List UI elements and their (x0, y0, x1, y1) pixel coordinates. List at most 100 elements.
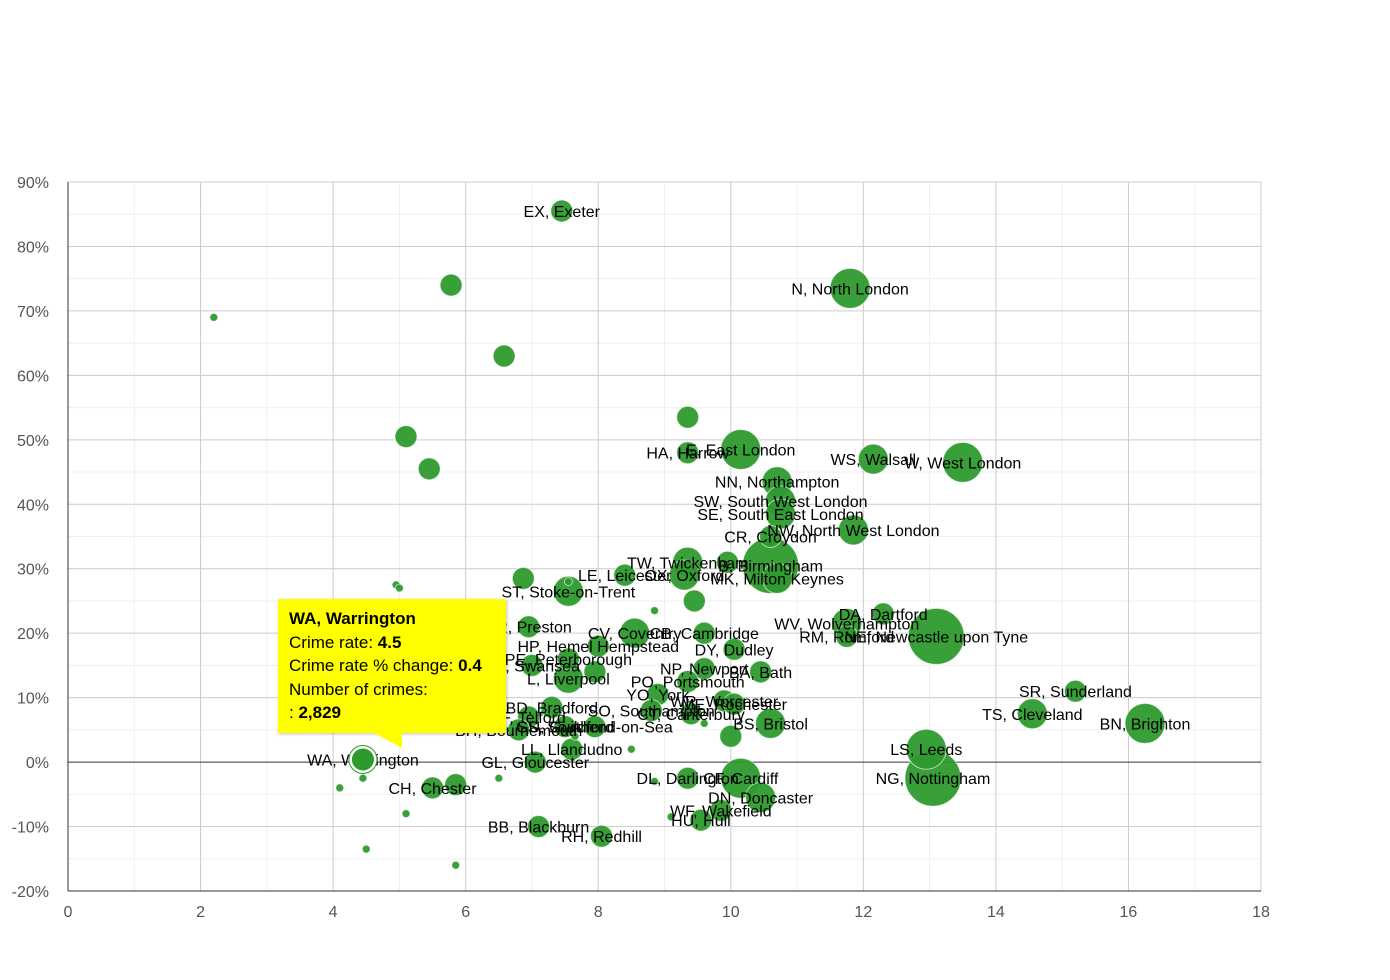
bubble[interactable] (626, 744, 636, 754)
x-tick-label: 14 (987, 904, 1005, 921)
bubble[interactable] (650, 606, 660, 616)
bubble-label: B, Birmingham (718, 559, 823, 576)
bubble-label: SR, Sunderland (1019, 684, 1132, 701)
bubble[interactable] (1016, 698, 1048, 730)
bubble[interactable] (361, 844, 371, 854)
x-tick-label: 4 (329, 904, 338, 921)
bubble[interactable] (676, 441, 700, 465)
bubbles[interactable] (209, 199, 1166, 870)
bubble[interactable] (1063, 679, 1087, 703)
bubble[interactable] (719, 724, 743, 748)
bubble[interactable] (759, 525, 783, 548)
bubble[interactable] (523, 750, 547, 774)
bubble[interactable] (709, 798, 733, 822)
bubble-label: LS, Leeds (890, 742, 962, 759)
bubble[interactable] (552, 575, 584, 607)
x-tick-label: 10 (722, 904, 740, 921)
bubble[interactable] (563, 577, 573, 587)
bubble[interactable] (857, 443, 889, 475)
bubble[interactable] (583, 715, 607, 739)
bubble[interactable] (682, 589, 706, 613)
y-tick-label: 40% (17, 497, 49, 514)
bubble[interactable] (520, 653, 544, 677)
bubble[interactable] (586, 634, 610, 658)
bubble[interactable] (699, 718, 709, 728)
bubble[interactable] (590, 824, 614, 848)
bubble[interactable] (358, 773, 368, 783)
x-tick-label: 16 (1120, 904, 1138, 921)
bubble[interactable] (666, 812, 676, 822)
bubble[interactable] (417, 457, 441, 481)
bubble[interactable] (394, 425, 418, 449)
bubble[interactable] (451, 860, 461, 870)
bubble[interactable] (755, 707, 787, 739)
bubble[interactable] (583, 660, 607, 684)
bubble[interactable] (401, 809, 411, 819)
bubble[interactable] (444, 773, 468, 797)
bubble-label: E, East London (686, 442, 795, 459)
bubble[interactable] (764, 498, 796, 530)
bubble[interactable] (650, 776, 660, 786)
tooltip-pointer (372, 732, 402, 748)
bubble-label: LE, Leicester (578, 568, 672, 585)
bubble[interactable] (517, 615, 541, 639)
bubble[interactable] (837, 514, 869, 546)
bubble[interactable] (907, 607, 965, 665)
bubble-label: NN, Northampton (715, 475, 840, 492)
tooltip-count-label: Number of crimes: (289, 679, 428, 699)
bubble[interactable] (692, 657, 716, 681)
bubble[interactable] (639, 699, 663, 723)
bubble-label: BS, Bristol (733, 716, 808, 733)
tooltip-count-value: 2,829 (298, 703, 341, 722)
bubble[interactable] (335, 783, 345, 793)
bubble[interactable] (761, 562, 793, 594)
bubble[interactable] (871, 602, 895, 626)
bubble[interactable] (715, 550, 739, 574)
bubble[interactable] (540, 695, 564, 719)
bubble[interactable] (439, 273, 463, 297)
tooltip: WA, Warrington Crime rate: 4.5 Crime rat… (278, 599, 506, 733)
bubble[interactable] (942, 441, 984, 483)
bubble-label: CV, Coventry (588, 626, 682, 643)
bubble-label: PO, Portsmouth (631, 675, 745, 692)
bubble[interactable] (676, 766, 700, 790)
bubble[interactable] (676, 405, 700, 429)
bubble[interactable] (749, 660, 773, 684)
bubble[interactable] (619, 617, 651, 649)
highlighted-bubble[interactable] (348, 745, 378, 775)
bubble[interactable] (553, 715, 577, 739)
bubble[interactable] (1124, 702, 1166, 744)
bubble-label: CR, Croydon (724, 530, 816, 547)
bubble[interactable] (722, 692, 746, 716)
bubble[interactable] (507, 718, 531, 742)
bubble[interactable] (679, 702, 703, 726)
bubble[interactable] (421, 776, 445, 800)
bubble[interactable] (494, 773, 504, 783)
bubble[interactable] (692, 621, 716, 645)
bubble[interactable] (676, 670, 700, 694)
bubble-highlighted[interactable] (351, 748, 374, 771)
bubble-label: GU, Guildford (516, 720, 614, 737)
bubble[interactable] (570, 731, 580, 741)
bubble[interactable] (550, 199, 574, 223)
bubble-label: BB, Blackburn (488, 820, 589, 837)
bubble[interactable] (722, 637, 746, 661)
tooltip-change-value: 0.4 (458, 656, 482, 675)
x-axis-ticks: 0 2 4 6 8 10 12 14 16 18 (64, 904, 1270, 921)
bubble[interactable] (689, 808, 713, 832)
bubble[interactable] (829, 267, 871, 309)
bubble[interactable] (668, 559, 700, 591)
bubble[interactable] (720, 428, 762, 470)
bubble[interactable] (209, 312, 219, 322)
bubble[interactable] (835, 624, 859, 648)
bubble[interactable] (745, 782, 777, 814)
bubble[interactable] (905, 728, 947, 770)
bubble[interactable] (394, 583, 404, 593)
bubble[interactable] (556, 647, 580, 671)
x-tick-label: 6 (461, 904, 470, 921)
bubble[interactable] (492, 344, 516, 368)
bubble[interactable] (527, 815, 551, 839)
bubble[interactable] (613, 563, 637, 587)
bubble[interactable] (511, 566, 535, 590)
